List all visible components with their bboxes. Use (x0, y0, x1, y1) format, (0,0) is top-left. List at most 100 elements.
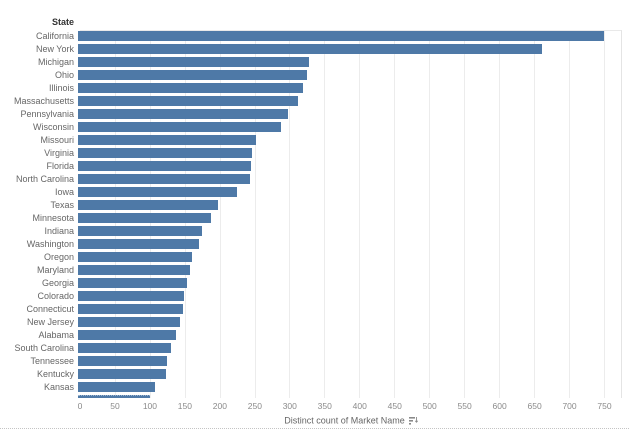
bar-track (78, 394, 622, 398)
bar[interactable] (78, 122, 281, 132)
bar-track (78, 95, 622, 108)
bar-row: Georgia (0, 277, 629, 290)
bar[interactable] (78, 148, 253, 158)
bar[interactable] (78, 278, 187, 288)
bar-track (78, 43, 622, 56)
bar[interactable] (78, 96, 298, 106)
bar[interactable] (78, 356, 168, 366)
state-label[interactable]: Pennsylvania (20, 109, 74, 119)
state-label[interactable]: Kentucky (36, 369, 74, 379)
state-label[interactable]: Colorado (37, 291, 74, 301)
state-label[interactable]: Oregon (43, 252, 74, 262)
state-label[interactable]: Massachusetts (13, 96, 74, 106)
bar-row: Ohio (0, 69, 629, 82)
bar-row: New York (0, 43, 629, 56)
bar[interactable] (78, 395, 151, 398)
bar-track (78, 82, 622, 95)
bar-row: Kansas (0, 381, 629, 394)
state-label[interactable]: Missouri (40, 135, 74, 145)
bar-row: Kentucky (0, 368, 629, 381)
bar-track (78, 147, 622, 160)
bar-track (78, 56, 622, 69)
bar-row: North Carolina (0, 173, 629, 186)
bar-track (78, 355, 622, 368)
bar[interactable] (78, 161, 251, 171)
bar-track (78, 368, 622, 381)
bar[interactable] (78, 291, 184, 301)
bar-row: Illinois (0, 82, 629, 95)
bar-row: Washington (0, 238, 629, 251)
plot-area: California New York Michigan Ohio Illinois Ma… (0, 30, 629, 398)
bar[interactable] (78, 213, 211, 223)
bar-row: Texas (0, 199, 629, 212)
state-label[interactable]: Ohio (54, 70, 74, 80)
x-axis-title: Distinct count of Market Name (284, 415, 405, 426)
bar[interactable] (78, 57, 309, 67)
bar[interactable] (78, 369, 166, 379)
bar-track (78, 342, 622, 355)
bar[interactable] (78, 265, 190, 275)
bar-row: Indiana (0, 225, 629, 238)
state-label[interactable]: Wisconsin (32, 122, 74, 132)
bar[interactable] (78, 304, 183, 314)
bar-track (78, 121, 622, 134)
state-label[interactable]: California (35, 31, 74, 41)
row-header-state: State (51, 16, 74, 27)
state-label[interactable]: Minnesota (32, 213, 74, 223)
state-label[interactable]: Indiana (44, 226, 74, 236)
bar[interactable] (78, 252, 192, 262)
bar[interactable] (78, 343, 171, 353)
state-label[interactable]: Connecticut (26, 304, 74, 314)
state-label[interactable]: Alabama (38, 330, 74, 340)
state-label[interactable]: Kansas (43, 382, 74, 392)
bar[interactable] (78, 239, 199, 249)
bar[interactable] (78, 330, 177, 340)
bar-track (78, 173, 622, 186)
state-label[interactable]: Georgia (41, 278, 74, 288)
bar[interactable] (78, 226, 203, 236)
state-label[interactable]: Florida (46, 161, 74, 171)
bar[interactable] (78, 83, 304, 93)
state-label[interactable]: Maryland (36, 265, 74, 275)
bar-track (78, 251, 622, 264)
bar-track (78, 186, 622, 199)
state-label[interactable]: New York (35, 44, 74, 54)
axis-tick-label: 200 (212, 401, 227, 411)
state-label[interactable]: North Carolina (15, 174, 74, 184)
bar[interactable] (78, 174, 250, 184)
bar[interactable] (78, 70, 307, 80)
state-label[interactable]: Virginia (44, 148, 74, 158)
state-label[interactable]: Tennessee (30, 356, 74, 366)
state-label[interactable]: South Carolina (14, 343, 74, 353)
bar[interactable] (78, 135, 256, 145)
axis-tick-label: 750 (597, 401, 612, 411)
state-label[interactable]: Illinois (48, 83, 74, 93)
bar-row: Wisconsin (0, 121, 629, 134)
axis-tick-label: 350 (317, 401, 332, 411)
bar[interactable] (78, 44, 542, 54)
state-label[interactable]: Michigan (37, 57, 74, 67)
bar[interactable] (78, 109, 288, 119)
bar-row: South Carolina (0, 342, 629, 355)
bar-row: Connecticut (0, 303, 629, 316)
bar-track (78, 160, 622, 173)
axis-tick-label: 700 (562, 401, 577, 411)
state-label[interactable]: New Jersey (26, 317, 74, 327)
state-label[interactable]: Iowa (54, 187, 74, 197)
bar[interactable] (78, 31, 605, 41)
bar[interactable] (78, 187, 237, 197)
axis-tick-label: 600 (492, 401, 507, 411)
bar[interactable] (78, 317, 181, 327)
bar-track (78, 303, 622, 316)
bar[interactable] (78, 382, 155, 392)
bar-track (78, 199, 622, 212)
bar-track (78, 108, 622, 121)
bar-row: Oregon (0, 251, 629, 264)
bar-row: Iowa (0, 186, 629, 199)
bar[interactable] (78, 200, 218, 210)
state-label[interactable]: Washington (26, 239, 74, 249)
bar-row: California (0, 30, 629, 43)
chart-card: State California New York Michigan Ohio Illi… (0, 16, 629, 429)
sort-descending-icon[interactable] (408, 416, 418, 425)
state-label[interactable]: Texas (50, 200, 74, 210)
